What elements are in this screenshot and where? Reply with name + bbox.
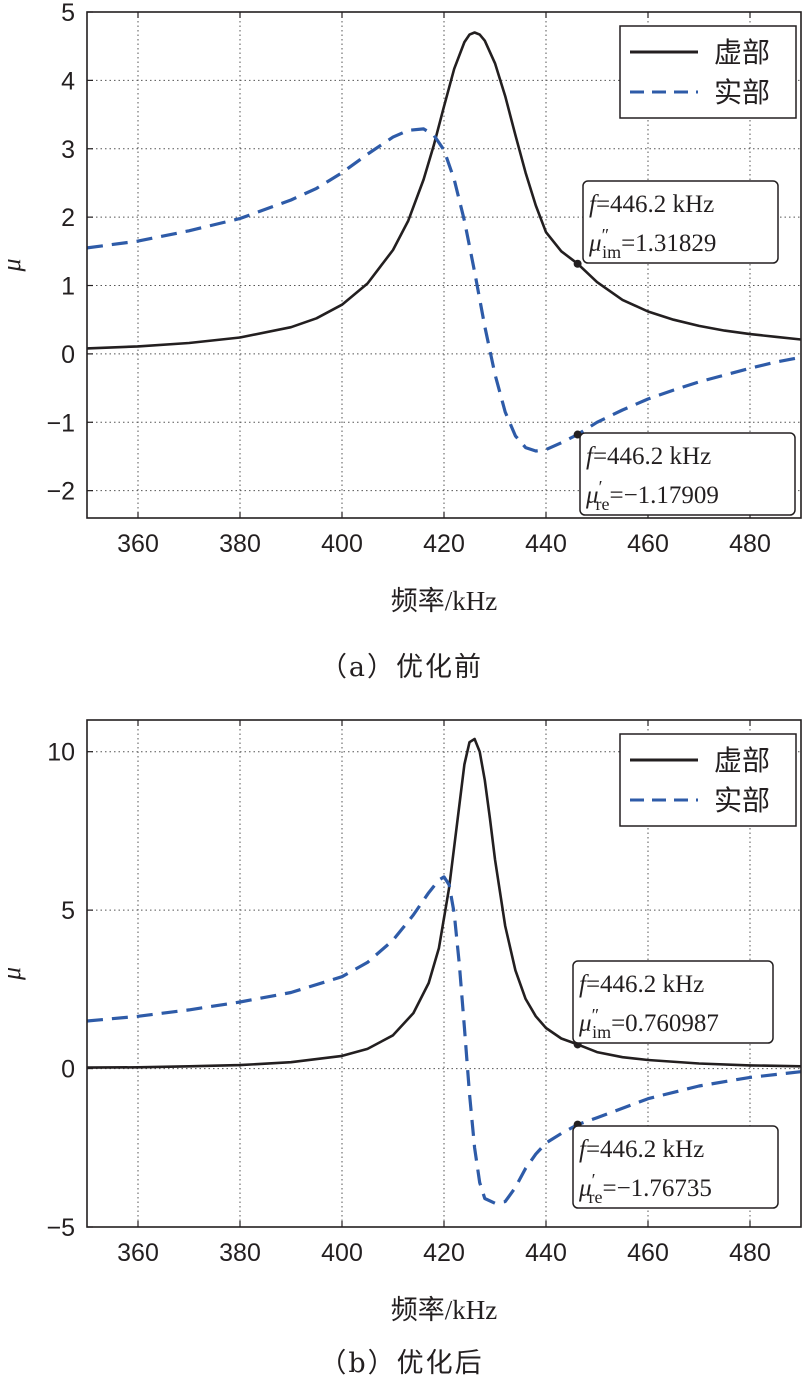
datatip-marker (573, 259, 582, 268)
chart-panel-a: 360 380 400 420 440 460 480 −2 −1 0 1 2 3 4 5 频率/kHz μ 虚部… (0, 0, 802, 683)
legend-box (619, 25, 797, 119)
x-tick-label: 360 (117, 530, 159, 558)
x-tick-label: 420 (423, 1239, 465, 1267)
series-line-real (87, 875, 801, 1205)
y-tick-label: 5 (61, 897, 75, 925)
y-tick-label: 4 (61, 67, 75, 95)
y-tick-label: 2 (61, 204, 75, 232)
x-tick-label: 400 (321, 1239, 363, 1267)
datatip-value: μ″ im=1.31829 (588, 225, 716, 262)
x-axis-label: 频率/kHz (391, 586, 497, 616)
plot-frame (86, 719, 802, 1228)
chart-b-caption: （b）优化后 (319, 1348, 484, 1379)
y-tick-label: −2 (46, 478, 75, 506)
datatip-value: μ′ re=−1.76735 (578, 1170, 712, 1207)
datatip-value: μ′ re=−1.17909 (585, 477, 719, 514)
series-group (87, 737, 801, 1205)
series-line-imag (87, 31, 801, 350)
datatip-box (572, 1125, 779, 1209)
y-tick-label: 5 (61, 0, 75, 27)
x-tick-label: 460 (627, 1239, 669, 1267)
datatip-box (572, 960, 774, 1044)
legend-label: 虚部 (714, 36, 770, 69)
plot-frame (86, 11, 802, 519)
y-tick-label: −5 (46, 1214, 75, 1242)
legend-label: 实部 (714, 784, 770, 817)
datatip-frequency: f=446.2 kHz (586, 443, 711, 470)
datatip-frequency: f=446.2 kHz (579, 1136, 704, 1163)
series-line-imag (87, 737, 801, 1069)
datatip-frequency: f=446.2 kHz (579, 971, 704, 998)
x-tick-label: 460 (627, 530, 669, 558)
x-tick-label: 420 (423, 530, 465, 558)
x-tick-label: 440 (525, 1239, 567, 1267)
y-axis-label: μ (0, 967, 26, 981)
y-tick-label: 3 (61, 136, 75, 164)
x-tick-label: 360 (117, 1239, 159, 1267)
x-axis-label: 频率/kHz (391, 1295, 497, 1325)
chart-a-plot: 360 380 400 420 440 460 480 −2 −1 0 1 2 3 4 5 频率/kHz μ 虚部… (0, 0, 802, 616)
legend-label: 实部 (714, 76, 770, 109)
datatip-box (582, 180, 779, 264)
datatip-value: μ″ im=0.760987 (578, 1005, 719, 1042)
y-tick-label: 1 (61, 273, 75, 301)
y-tick-label: 0 (61, 341, 75, 369)
y-tick-label: 0 (61, 1056, 75, 1084)
y-tick-label: −1 (46, 409, 75, 437)
x-tick-label: 380 (219, 1239, 261, 1267)
datatip-frequency: f=446.2 kHz (589, 191, 714, 218)
x-tick-label: 480 (729, 530, 771, 558)
datatip-box (579, 432, 796, 516)
legend-box (619, 733, 797, 827)
chart-a-caption: （a）优化前 (319, 652, 484, 683)
y-axis-label: μ (0, 258, 26, 272)
series-line-real (87, 127, 801, 453)
legend-label: 虚部 (714, 744, 770, 777)
series-group (87, 31, 801, 453)
x-tick-label: 400 (321, 530, 363, 558)
x-tick-label: 380 (219, 530, 261, 558)
x-tick-label: 480 (729, 1239, 771, 1267)
x-tick-label: 440 (525, 530, 567, 558)
y-tick-label: 10 (47, 739, 75, 767)
